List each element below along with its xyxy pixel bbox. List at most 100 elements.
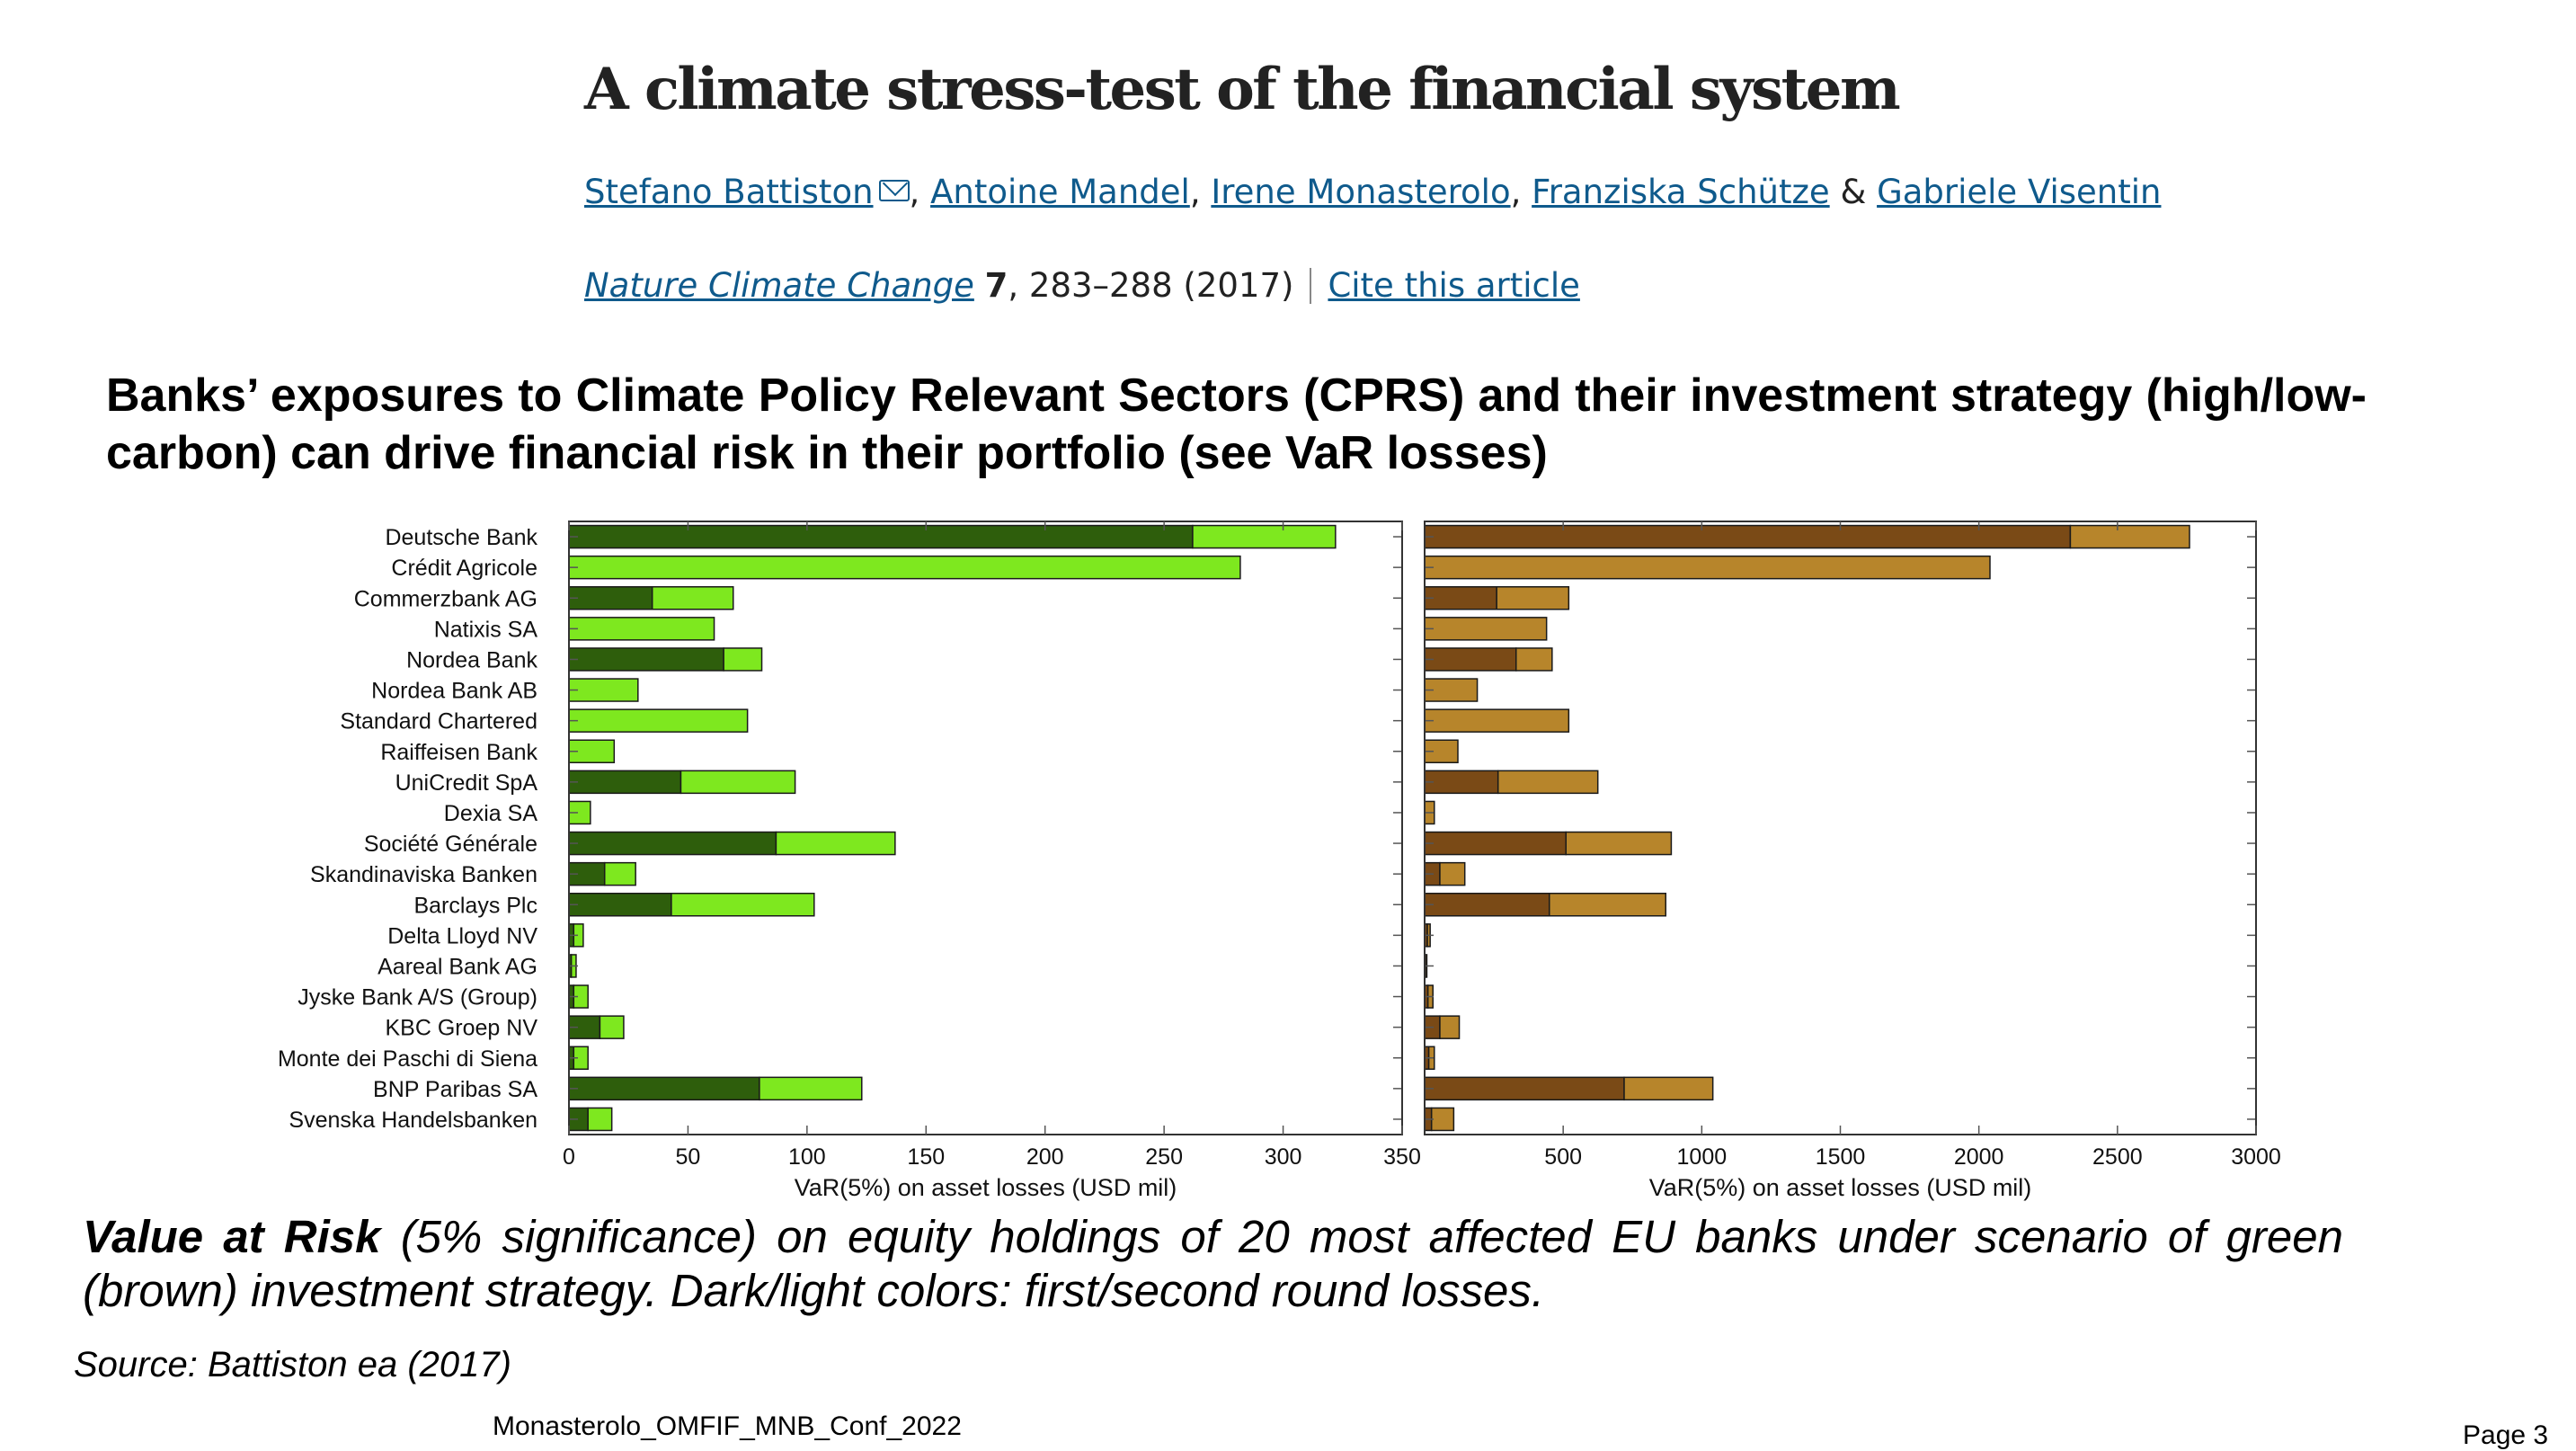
journal-volume: 7 — [984, 266, 1008, 305]
bar-first-round — [568, 831, 777, 856]
author-link[interactable]: Antoine Mandel — [930, 173, 1190, 211]
paper-title: A climate stress-test of the financial s… — [584, 56, 1901, 123]
author-separator: & — [1840, 173, 1867, 211]
x-tick-label: 1500 — [1816, 1144, 1866, 1170]
bar-first-round — [1424, 524, 2072, 549]
x-tick-label: 200 — [1026, 1144, 1064, 1170]
bar-second-round — [587, 1107, 613, 1132]
category-label: Svenska Handelsbanken — [289, 1108, 537, 1133]
figure-caption: Value at Risk (5% significance) on equit… — [83, 1210, 2343, 1318]
bar-second-round — [1424, 617, 1548, 641]
journal-citation: Nature Climate Change 7, 283–288 (2017) C… — [584, 266, 1580, 305]
category-label: BNP Paribas SA — [373, 1077, 537, 1102]
bar-first-round — [568, 1076, 760, 1101]
bar-second-round — [599, 1015, 625, 1039]
bar-first-round — [568, 586, 653, 610]
bar-second-round — [671, 893, 815, 917]
bar-second-round — [1439, 861, 1466, 886]
plot-frame — [568, 521, 1403, 1135]
category-label: Nordea Bank — [406, 647, 537, 672]
category-label: Monte dei Paschi di Siena — [278, 1046, 537, 1072]
x-tick-label: 100 — [788, 1144, 826, 1170]
footer-label: Monasterolo_OMFIF_MNB_Conf_2022 — [493, 1411, 962, 1441]
bar-second-round — [603, 861, 636, 886]
author-link[interactable]: Franziska Schütze — [1532, 173, 1830, 211]
bar-first-round — [568, 524, 1194, 549]
x-tick-label: 500 — [1544, 1144, 1582, 1170]
plot-frame — [1424, 521, 2257, 1135]
bar-second-round — [1430, 1107, 1455, 1132]
bar-second-round — [568, 708, 749, 733]
bar-first-round — [568, 770, 682, 795]
x-tick-label: 50 — [676, 1144, 701, 1170]
bar-first-round — [1424, 831, 1567, 856]
page-number: Page 3 — [2463, 1420, 2549, 1450]
bar-first-round — [1424, 647, 1517, 672]
bar-first-round — [1424, 770, 1499, 795]
journal-pages-year: , 283–288 (2017) — [1008, 266, 1294, 305]
x-tick-label: 1000 — [1677, 1144, 1728, 1170]
author-link[interactable]: Gabriele Visentin — [1877, 173, 2162, 211]
chart-panel-1: Deutsche Bank Crédit Agricole Commerzbank … — [278, 521, 1421, 1201]
x-tick-label: 300 — [1265, 1144, 1302, 1170]
slide-headline: Banks’ exposures to Climate Policy Relev… — [106, 369, 2367, 479]
bar-first-round — [1424, 893, 1550, 917]
chart-panel-2: 500 1000 1500 2000 2500 3000 VaR(5%) on asset … — [1424, 521, 2281, 1201]
caption-bold: Value at Risk — [83, 1211, 381, 1262]
bar-second-round — [1192, 524, 1337, 549]
bar-second-round — [775, 831, 896, 856]
category-label: Commerzbank AG — [354, 586, 537, 611]
bar-second-round — [1424, 555, 1991, 580]
bar-second-round — [1565, 831, 1673, 856]
bar-second-round — [2069, 524, 2190, 549]
author-list: Stefano Battiston, Antoine Mandel, Irene… — [584, 173, 2161, 211]
x-tick-label: 2500 — [2092, 1144, 2143, 1170]
x-tick-label: 350 — [1383, 1144, 1421, 1170]
category-label: Crédit Agricole — [391, 556, 537, 581]
bar-second-round — [1549, 893, 1666, 917]
category-label: KBC Groep NV — [385, 1016, 537, 1041]
citation-divider — [1310, 268, 1312, 304]
bar-second-round — [1515, 647, 1553, 672]
bar-second-round — [723, 647, 763, 672]
x-tick-label: 2000 — [1954, 1144, 2004, 1170]
bar-second-round — [1424, 708, 1570, 733]
bar-second-round — [651, 586, 734, 610]
bar-second-round — [568, 678, 639, 702]
category-label: Dexia SA — [444, 801, 538, 826]
var-bar-charts: Deutsche Bank Crédit Agricole Commerzbank … — [278, 521, 2281, 1201]
bar-first-round — [1424, 1076, 1625, 1101]
author-link[interactable]: Irene Monasterolo — [1211, 173, 1511, 211]
source-note: Source: Battiston ea (2017) — [74, 1345, 511, 1384]
bar-first-round — [568, 647, 724, 672]
caption-text: (5% significance) on equity holdings of … — [83, 1211, 2344, 1316]
x-tick-label: 250 — [1145, 1144, 1183, 1170]
x-tick-label: 150 — [907, 1144, 945, 1170]
category-label: Standard Chartered — [340, 709, 537, 734]
category-label: Jyske Bank A/S (Group) — [298, 985, 537, 1010]
category-label: UniCredit SpA — [395, 770, 538, 796]
bar-first-round — [1424, 586, 1497, 610]
category-label: Raiffeisen Bank — [380, 740, 537, 765]
x-tick-label: 3000 — [2231, 1144, 2281, 1170]
category-label: Deutsche Bank — [385, 525, 537, 550]
mail-icon[interactable] — [878, 180, 910, 201]
x-axis-label: VaR(5%) on asset losses (USD mil) — [795, 1174, 1177, 1201]
category-label: Delta Lloyd NV — [387, 923, 537, 948]
author-link[interactable]: Stefano Battiston — [584, 173, 874, 211]
bar-second-round — [1497, 770, 1599, 795]
cite-article-link[interactable]: Cite this article — [1328, 266, 1580, 305]
bar-second-round — [759, 1076, 863, 1101]
bar-first-round — [568, 893, 672, 917]
category-label: Nordea Bank AB — [371, 679, 537, 704]
bar-second-round — [1496, 586, 1570, 610]
journal-link[interactable]: Nature Climate Change — [584, 266, 974, 305]
author-separator: , — [909, 173, 920, 211]
x-tick-label: 0 — [563, 1144, 575, 1170]
category-label: Natixis SA — [434, 617, 538, 642]
category-label: Skandinaviska Banken — [310, 862, 537, 887]
bar-second-round — [1439, 1015, 1461, 1039]
bar-second-round — [680, 770, 796, 795]
bar-second-round — [568, 617, 715, 641]
x-axis-label: VaR(5%) on asset losses (USD mil) — [1649, 1174, 2032, 1201]
